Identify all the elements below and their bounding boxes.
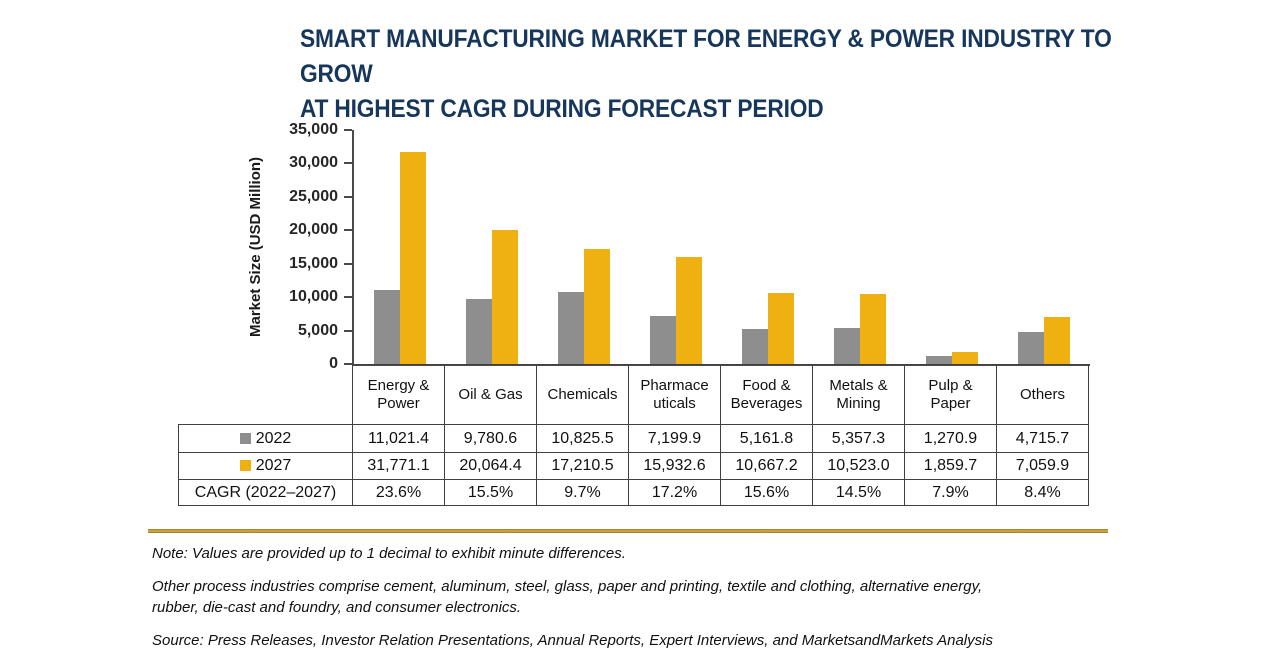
bar-2027-pulp-paper	[952, 352, 978, 364]
y-tick-mark	[344, 363, 352, 365]
table-cell: 4,715.7	[996, 424, 1089, 453]
category-header: Pharmace uticals	[628, 364, 721, 425]
category-header: Energy & Power	[352, 364, 445, 425]
bar-2022-energy-power	[374, 290, 400, 364]
legend-label-2027: 2027	[255, 457, 292, 474]
bar-2027-food-beverages	[768, 293, 794, 364]
chart-title: SMART MANUFACTURING MARKET FOR ENERGY & …	[300, 25, 1112, 123]
legend-swatch-2022	[239, 432, 251, 444]
bar-2022-others	[1018, 332, 1044, 364]
legend-swatch-2027	[239, 460, 251, 471]
table-cell: 7.9%	[904, 479, 997, 506]
bar-2022-food-beverages	[742, 329, 768, 364]
table-cell: 15.6%	[720, 479, 813, 506]
category-header: Pulp & Paper	[904, 364, 997, 425]
bar-2022-pulp-paper	[926, 356, 952, 364]
ghost-cell	[178, 364, 353, 425]
table-cell: 5,357.3	[812, 424, 905, 453]
table-row-2022: 2022 11,021.4 9,780.6 10,825.5 7,199.9 5…	[178, 424, 1089, 453]
table-cell: 7,059.9	[996, 452, 1089, 480]
table-cell: 17.2%	[628, 479, 721, 506]
bar-2027-energy-power	[400, 152, 426, 364]
bar-2027-chemicals	[584, 249, 610, 364]
table-cell: 20,064.4	[444, 452, 537, 480]
y-tick-label: 25,000	[289, 187, 338, 205]
table-cell: 10,667.2	[720, 452, 813, 480]
y-tick-mark	[344, 296, 352, 299]
bar-2022-metals-mining	[834, 328, 860, 364]
category-header-row: Energy & Power Oil & Gas Chemicals Pharm…	[178, 364, 1089, 425]
y-tick-label: 5,000	[297, 321, 338, 339]
table-cell: 31,771.1	[352, 452, 445, 480]
separator-line	[148, 529, 1108, 533]
bar-2027-pharmaceuticals	[676, 257, 702, 364]
y-tick-label: 30,000	[289, 154, 338, 172]
note-other-industries: Other process industries comprise cement…	[152, 578, 983, 616]
y-tick-label: 35,000	[289, 121, 338, 138]
note-precision: Note: Values are provided up to 1 decima…	[152, 545, 626, 562]
table-cell: 1,859.7	[904, 452, 997, 480]
category-header: Food & Beverages	[720, 364, 813, 425]
y-tick-mark	[344, 262, 352, 265]
y-tick-label: 10,000	[289, 288, 338, 306]
y-axis-ticks: 0 5,000 10,000 15,000 20,000 25,000 30,000 35,0…	[250, 121, 352, 372]
footnotes: Note: Values are provided up to 1 decima…	[152, 543, 1112, 663]
table-cell: 11,021.4	[352, 424, 445, 453]
y-tick-label: 0	[329, 355, 338, 372]
table-cell: 10,523.0	[812, 452, 905, 480]
bar-2022-oil-gas	[466, 299, 492, 364]
y-tick-mark	[344, 195, 352, 198]
legend-cell-2022: 2022	[178, 424, 353, 453]
data-table: Energy & Power Oil & Gas Chemicals Pharm…	[178, 364, 1089, 506]
table-cell: 8.4%	[996, 479, 1089, 506]
table-cell: 14.5%	[812, 479, 905, 506]
y-tick-label: 20,000	[289, 221, 338, 239]
bar-2027-others	[1044, 317, 1070, 364]
table-cell: 23.6%	[352, 479, 445, 506]
legend-label-2022: 2022	[255, 429, 292, 447]
table-cell: 1,270.9	[904, 424, 997, 453]
table-cell: 15.5%	[444, 479, 537, 506]
note-source: Source: Press Releases, Investor Relatio…	[152, 632, 993, 649]
category-header: Others	[996, 364, 1089, 425]
y-tick-mark	[344, 129, 352, 131]
category-header: Chemicals	[536, 364, 629, 425]
table-cell: 17,210.5	[536, 452, 629, 480]
y-tick-mark	[344, 162, 352, 165]
bar-2022-pharmaceuticals	[650, 316, 676, 364]
table-row-cagr: CAGR (2022–2027) 23.6% 15.5% 9.7% 17.2% …	[178, 479, 1089, 506]
cagr-label: CAGR (2022–2027)	[178, 479, 353, 506]
table-cell: 9,780.6	[444, 424, 537, 453]
bar-2027-metals-mining	[860, 294, 886, 364]
category-header: Metals & Mining	[812, 364, 905, 425]
table-cell: 7,199.9	[628, 424, 721, 453]
category-header: Oil & Gas	[444, 364, 537, 425]
bar-2027-oil-gas	[492, 230, 518, 364]
y-tick-mark	[344, 229, 352, 232]
table-cell: 15,932.6	[628, 452, 721, 480]
table-cell: 10,825.5	[536, 424, 629, 453]
legend-cell-2027: 2027	[178, 452, 353, 480]
plot-area	[352, 130, 1090, 366]
table-cell: 5,161.8	[720, 424, 813, 453]
table-row-2027: 2027 31,771.1 20,064.4 17,210.5 15,932.6…	[178, 452, 1089, 480]
table-cell: 9.7%	[536, 479, 629, 506]
bar-2022-chemicals	[558, 292, 584, 364]
y-tick-mark	[344, 329, 352, 332]
y-tick-label: 15,000	[289, 254, 338, 272]
